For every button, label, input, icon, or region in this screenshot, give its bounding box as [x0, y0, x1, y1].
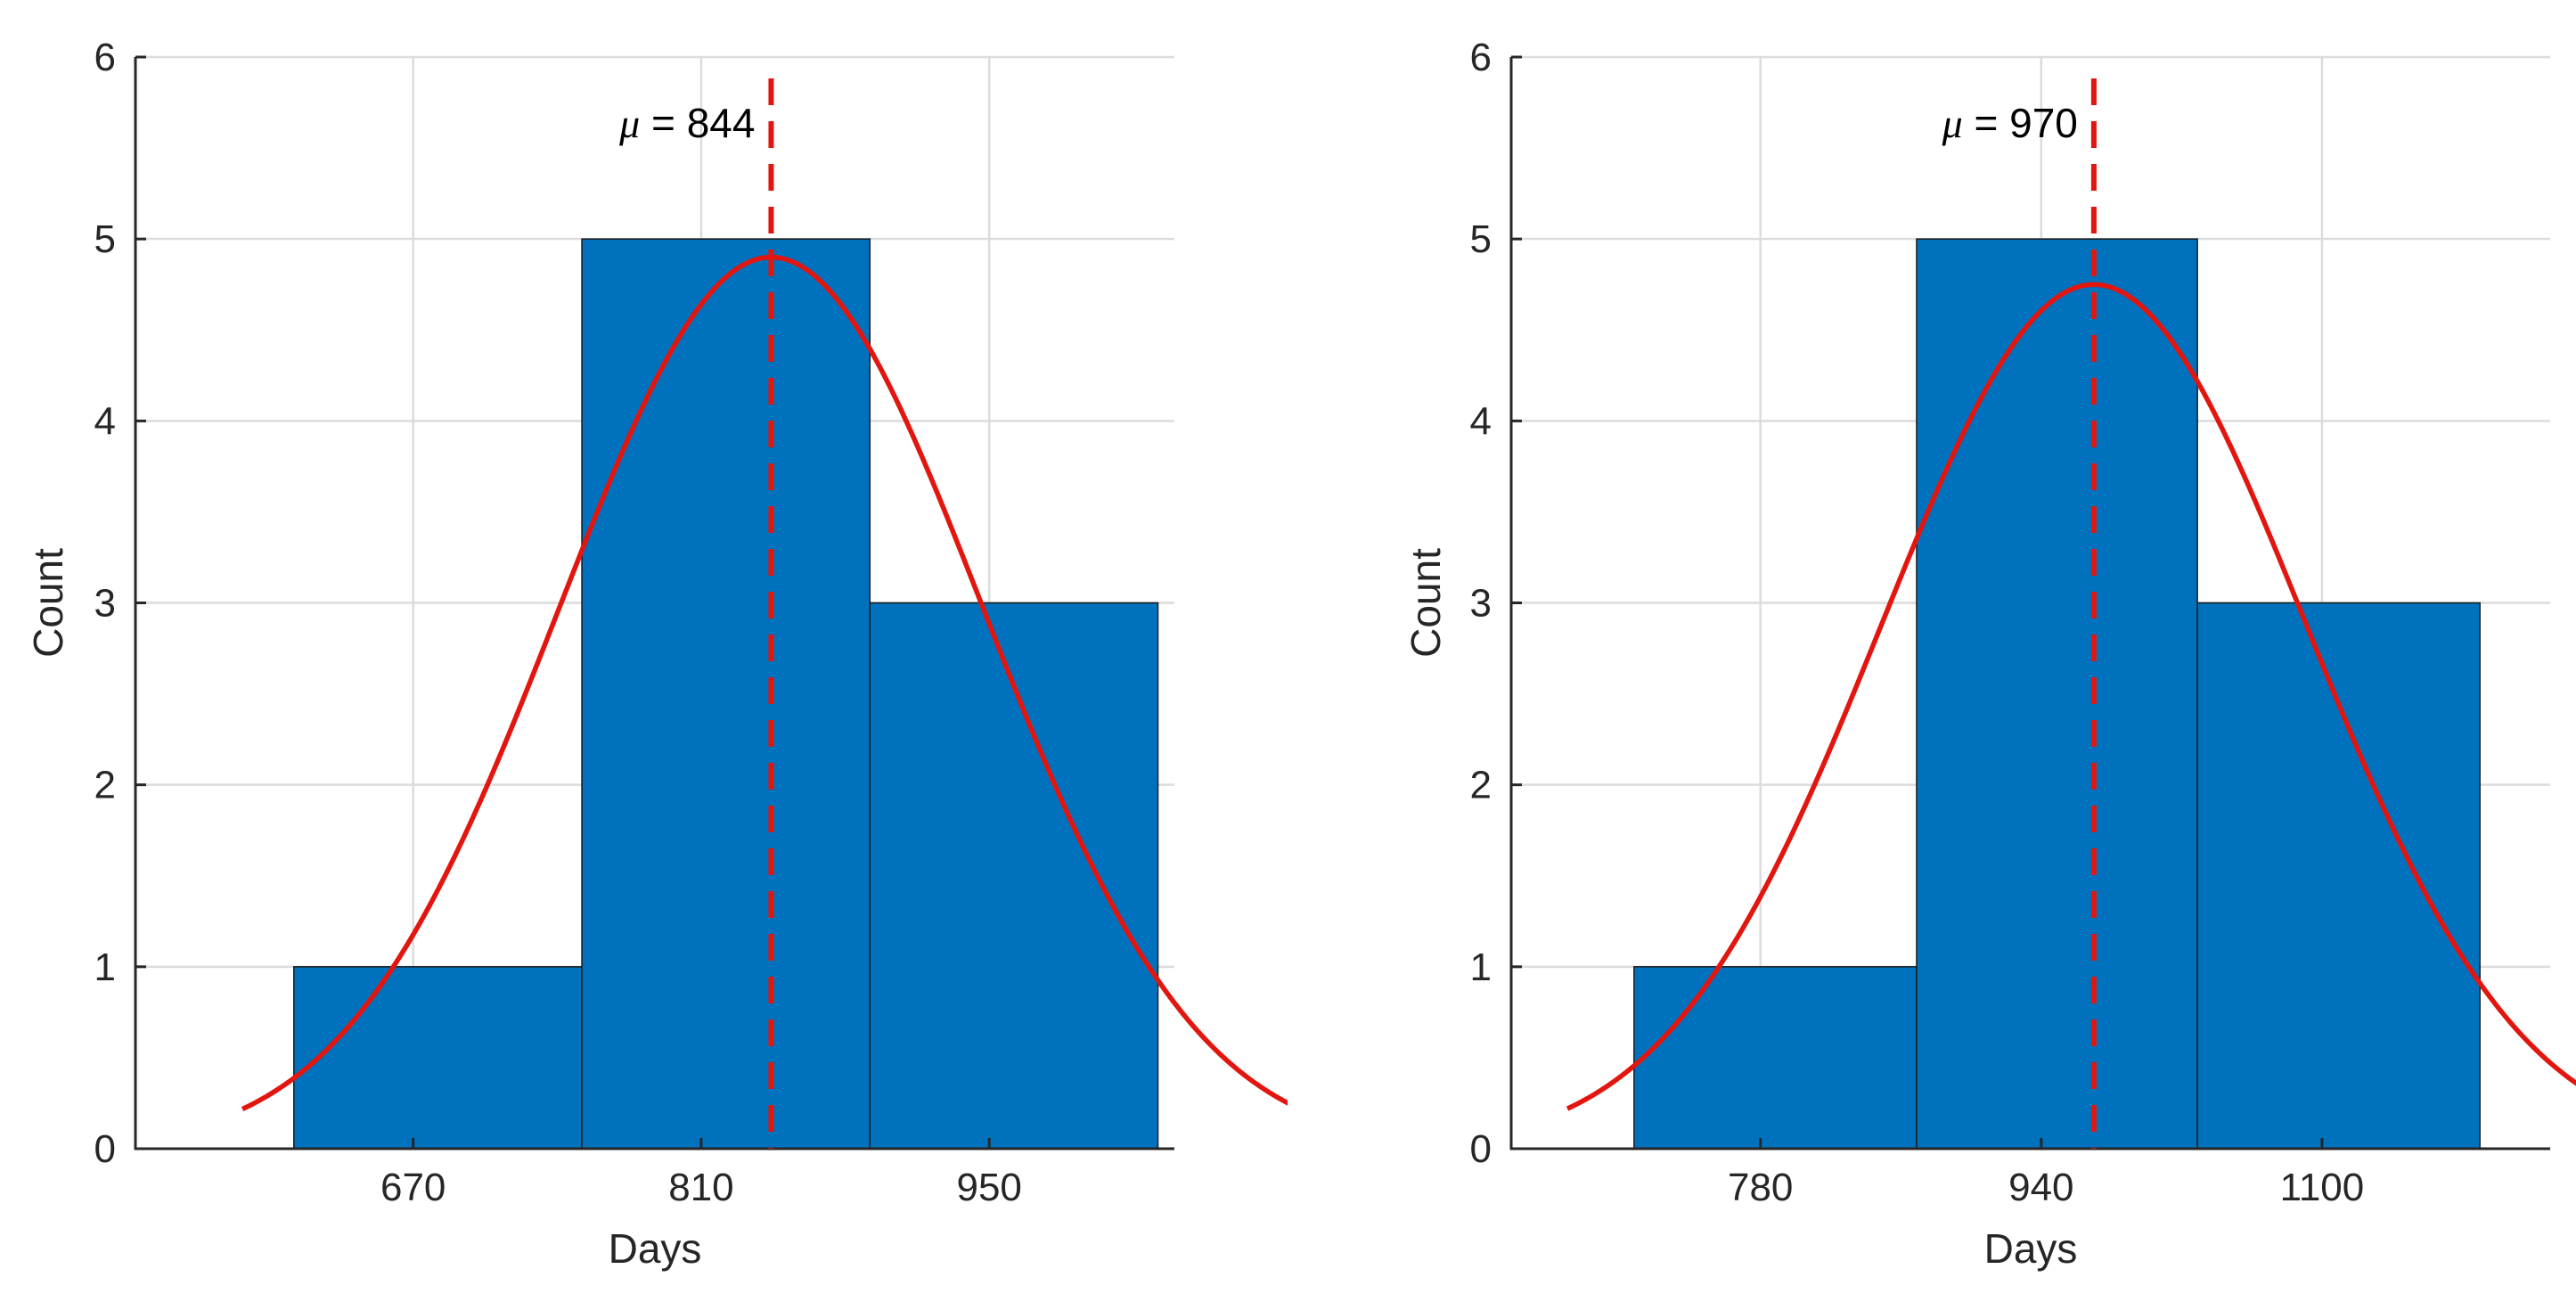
x-axis-label: Days	[609, 1225, 702, 1272]
mean-symbol: μ	[618, 101, 640, 146]
x-tick-label: 810	[668, 1166, 733, 1209]
histogram-panel-left: 0 1 2 3 4 5 6 670 810 950 Days Count μ = 844	[25, 36, 1288, 1272]
normal-fit-curve	[1566, 282, 2576, 1111]
histogram-bar	[2196, 602, 2481, 1150]
y-axis-label: Count	[1402, 548, 1449, 658]
x-tick-label: 670	[380, 1166, 446, 1209]
histogram-panel-right: 0 1 2 3 4 5 6 780 940 1100 Days Count μ = 970	[1378, 0, 2576, 1310]
axes-right: 0 1 2 3 4 5 6 780 940 1100	[1470, 36, 2550, 1209]
histogram-bar	[869, 602, 1159, 1150]
y-axis-label: Count	[25, 548, 71, 658]
axes-left: 0 1 2 3 4 5 6 670 810 950	[94, 36, 1174, 1209]
y-tick-label: 5	[1470, 217, 1492, 261]
x-tick-label: 950	[956, 1166, 1021, 1209]
y-tick-label: 3	[1470, 582, 1492, 626]
x-tick-label: 940	[2008, 1166, 2073, 1209]
histogram-chart-right: 0 1 2 3 4 5 6 780 940 1100 Days Count μ = 970	[1402, 36, 2576, 1272]
y-tick-label: 3	[94, 582, 116, 626]
histogram-chart-left: 0 1 2 3 4 5 6 670 810 950 Days Count μ = 844	[25, 36, 1288, 1272]
y-tick-label: 0	[1470, 1127, 1492, 1171]
y-tick-label: 2	[1470, 764, 1492, 807]
y-tick-label: 5	[94, 217, 116, 261]
y-tick-label: 1	[1470, 946, 1492, 989]
x-axis-label: Days	[1984, 1225, 2078, 1272]
mean-symbol: μ	[1942, 101, 1963, 146]
bars-left	[293, 238, 1159, 1150]
mean-annotation: μ = 970	[1942, 100, 2078, 146]
histogram-bar	[1916, 238, 2198, 1150]
histogram-bar	[581, 238, 871, 1150]
y-tick-label: 1	[94, 946, 116, 989]
y-tick-label: 6	[1470, 36, 1492, 79]
mean-value: = 970	[1963, 100, 2078, 146]
mean-value: = 844	[640, 100, 755, 146]
y-tick-label: 0	[94, 1127, 116, 1171]
x-tick-label: 780	[1728, 1166, 1793, 1209]
y-tick-label: 4	[1470, 399, 1492, 443]
mean-annotation: μ = 844	[618, 100, 755, 146]
histogram-bar	[293, 966, 583, 1150]
histogram-bar	[1633, 966, 1918, 1150]
y-tick-label: 6	[94, 36, 116, 79]
y-tick-label: 4	[94, 399, 116, 443]
x-tick-label: 1100	[2280, 1166, 2365, 1209]
y-tick-label: 2	[94, 764, 116, 807]
